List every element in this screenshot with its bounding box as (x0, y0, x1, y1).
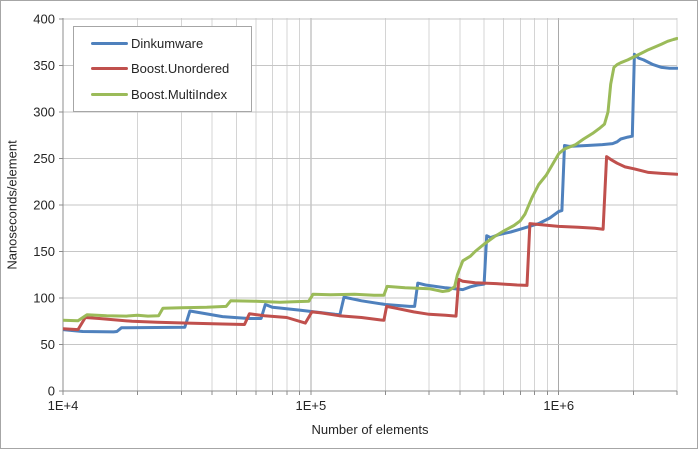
svg-text:1E+6: 1E+6 (543, 398, 574, 413)
legend-item-dinkumware: Dinkumware (91, 36, 251, 51)
series-boost-multiindex (63, 37, 678, 323)
x-tick-labels: 1E+4 1E+5 1E+6 (48, 398, 574, 413)
legend-swatch-dinkumware (91, 42, 128, 46)
svg-text:400: 400 (33, 12, 55, 27)
legend-label: Dinkumware (131, 36, 204, 52)
legend-item-boost-unordered: Boost.Unordered (91, 61, 251, 76)
svg-text:50: 50 (41, 337, 55, 352)
legend-swatch-boost-unordered (91, 67, 128, 71)
svg-text:200: 200 (33, 198, 55, 213)
y-axis-title: Nanoseconds/element (4, 140, 20, 270)
legend-swatch-boost-multiindex (91, 92, 128, 96)
x-axis-title: Number of elements (311, 422, 429, 437)
svg-text:250: 250 (33, 151, 55, 166)
series-boost-unordered (63, 155, 678, 332)
legend-item-boost-multiindex: Boost.MultiIndex (91, 87, 251, 102)
legend: Dinkumware Boost.Unordered Boost.MultiIn… (73, 26, 252, 112)
chart-series (63, 37, 678, 334)
svg-text:300: 300 (33, 105, 55, 120)
svg-text:0: 0 (48, 384, 55, 399)
y-tick-labels: 0 50 100 150 200 250 300 350 400 (33, 12, 55, 399)
tick-marks (59, 18, 678, 395)
svg-text:1E+5: 1E+5 (296, 398, 327, 413)
legend-label: Boost.MultiIndex (131, 86, 228, 102)
svg-text:1E+4: 1E+4 (48, 398, 79, 413)
svg-text:100: 100 (33, 291, 55, 306)
legend-label: Boost.Unordered (131, 61, 230, 77)
series-dinkumware (63, 52, 678, 334)
svg-text:350: 350 (33, 58, 55, 73)
svg-text:150: 150 (33, 244, 55, 259)
